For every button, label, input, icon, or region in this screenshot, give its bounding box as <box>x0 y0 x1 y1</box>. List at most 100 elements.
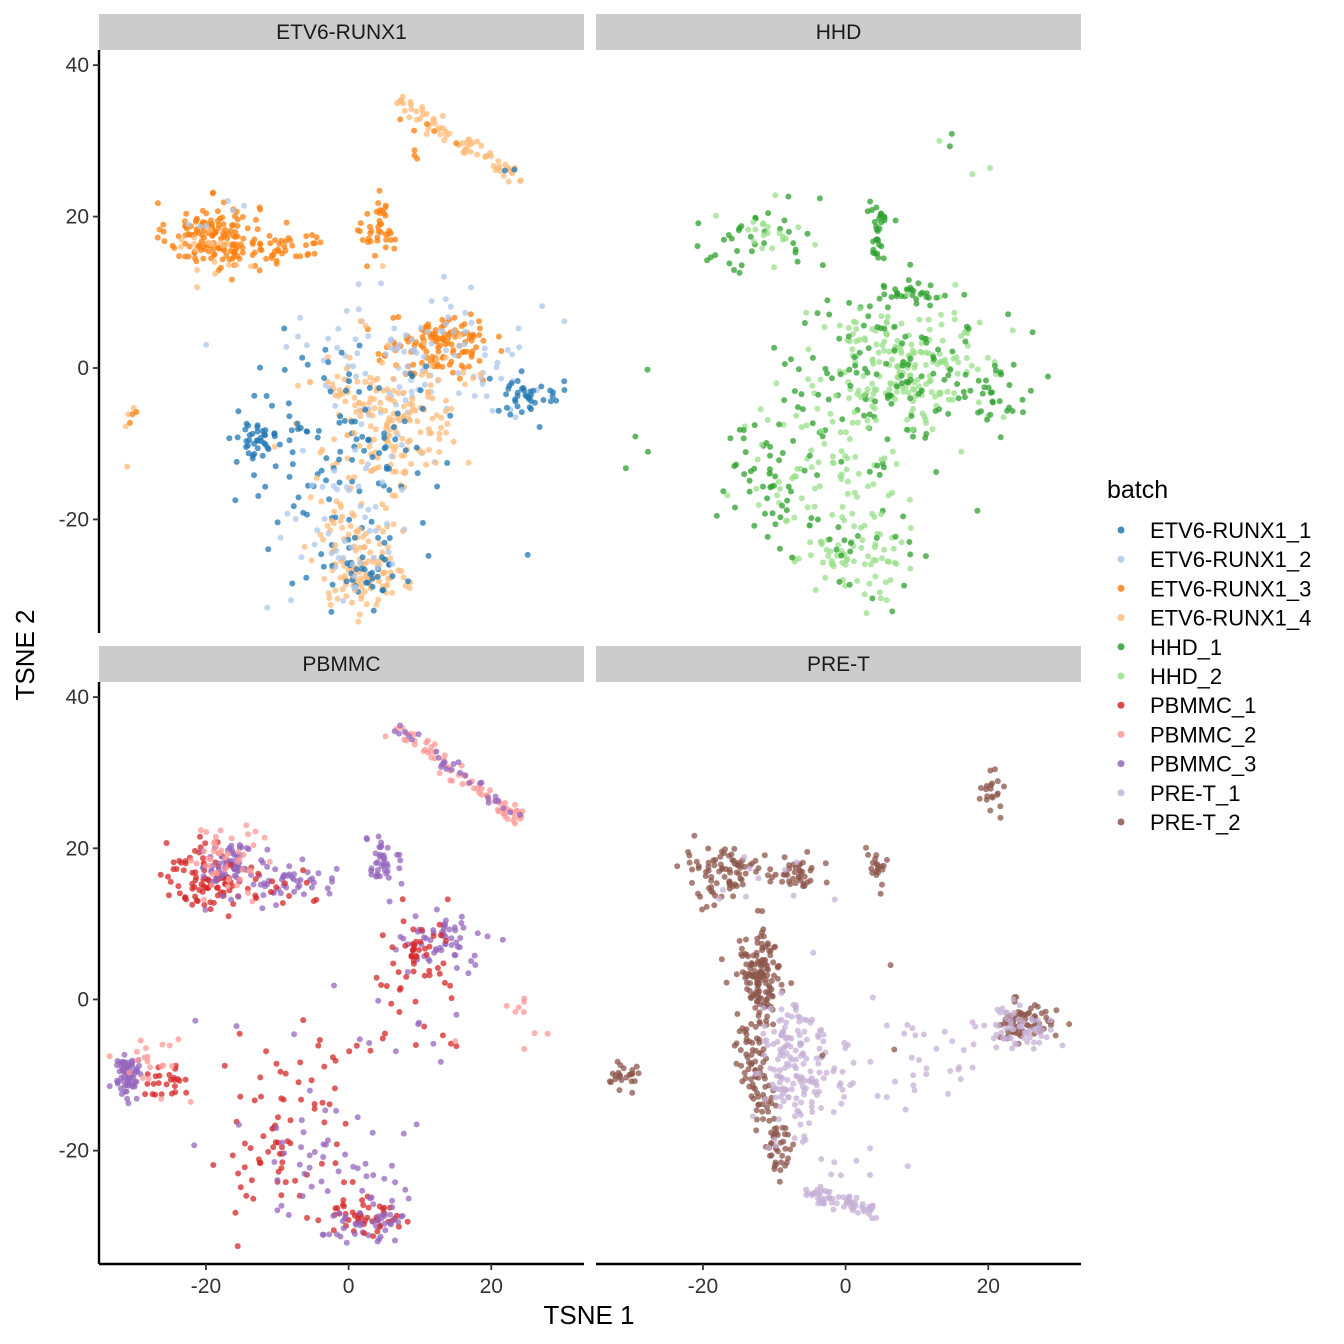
point-pbmmc-3 <box>389 1197 396 1204</box>
point-pbmmc-3 <box>400 1130 407 1137</box>
point-pbmmc-2 <box>495 808 502 815</box>
point-etv6-runx1-2 <box>461 341 468 348</box>
point-pbmmc-1 <box>152 1091 159 1098</box>
point-etv6-runx1-4 <box>349 510 356 517</box>
point-etv6-runx1-2 <box>401 348 408 355</box>
point-hhd-1 <box>915 280 922 287</box>
point-hhd-1 <box>865 313 872 320</box>
point-pre-t-1 <box>793 1073 800 1080</box>
point-pbmmc-1 <box>241 1140 248 1147</box>
point-hhd-2 <box>861 335 868 342</box>
point-pre-t-1 <box>981 1022 988 1029</box>
point-etv6-runx1-2 <box>447 303 454 310</box>
point-etv6-runx1-3 <box>382 244 389 251</box>
point-etv6-runx1-4 <box>332 542 339 549</box>
point-hhd-2 <box>937 359 944 366</box>
point-etv6-runx1-4 <box>384 386 391 393</box>
point-hhd-2 <box>838 471 845 478</box>
point-etv6-runx1-1 <box>337 413 344 420</box>
point-etv6-runx1-3 <box>266 232 273 239</box>
point-hhd-2 <box>909 385 916 392</box>
point-etv6-runx1-2 <box>358 421 365 428</box>
point-pre-t-1 <box>830 1109 837 1115</box>
point-pre-t-2 <box>777 1167 784 1174</box>
point-etv6-runx1-3 <box>423 348 430 355</box>
point-pbmmc-3 <box>374 859 381 866</box>
strip-hhd <box>596 14 1081 50</box>
point-etv6-runx1-4 <box>122 423 129 430</box>
point-pbmmc-3 <box>430 1040 437 1047</box>
point-etv6-runx1-1 <box>361 447 368 454</box>
point-pbmmc-3 <box>243 845 250 851</box>
point-etv6-runx1-1 <box>370 607 377 614</box>
point-hhd-2 <box>918 340 925 347</box>
point-etv6-runx1-4 <box>469 139 476 146</box>
point-pbmmc-1 <box>267 889 274 895</box>
point-hhd-2 <box>779 236 786 243</box>
point-pbmmc-1 <box>379 932 386 939</box>
point-pre-t-1 <box>1015 1016 1022 1023</box>
point-etv6-runx1-3 <box>186 243 193 250</box>
point-pbmmc-1 <box>395 969 402 976</box>
point-etv6-runx1-2 <box>303 342 310 349</box>
point-hhd-1 <box>888 400 895 407</box>
point-pre-t-2 <box>689 879 695 886</box>
point-pre-t-2 <box>766 948 773 955</box>
point-etv6-runx1-4 <box>376 541 383 547</box>
point-pre-t-2 <box>770 1021 777 1028</box>
point-pre-t-2 <box>717 861 724 868</box>
point-pbmmc-3 <box>271 1159 278 1165</box>
point-pre-t-1 <box>891 1078 898 1085</box>
point-etv6-runx1-4 <box>362 560 368 567</box>
point-hhd-1 <box>766 470 773 477</box>
point-etv6-runx1-4 <box>427 382 434 389</box>
point-etv6-runx1-1 <box>359 433 366 440</box>
point-pre-t-1 <box>783 1019 790 1026</box>
point-etv6-runx1-2 <box>292 516 299 522</box>
point-hhd-2 <box>987 165 993 171</box>
point-hhd-1 <box>707 254 714 261</box>
point-etv6-runx1-2 <box>401 526 408 533</box>
point-etv6-runx1-1 <box>234 434 241 441</box>
point-etv6-runx1-4 <box>461 149 468 156</box>
point-hhd-2 <box>864 417 871 424</box>
point-etv6-runx1-4 <box>408 461 415 467</box>
point-etv6-runx1-2 <box>297 314 304 321</box>
point-hhd-2 <box>894 337 901 344</box>
point-etv6-runx1-2 <box>443 320 449 327</box>
point-hhd-1 <box>987 411 994 418</box>
point-hhd-1 <box>873 204 880 211</box>
point-pbmmc-2 <box>478 791 485 798</box>
point-pbmmc-1 <box>332 1160 339 1167</box>
point-pre-t-1 <box>972 1023 979 1030</box>
point-pre-t-1 <box>793 1095 800 1102</box>
point-pbmmc-2 <box>544 1030 551 1037</box>
point-etv6-runx1-3 <box>387 237 394 243</box>
point-pbmmc-3 <box>219 893 226 900</box>
point-pre-t-1 <box>777 1074 784 1081</box>
point-pre-t-2 <box>733 1040 740 1047</box>
point-etv6-runx1-4 <box>421 340 428 346</box>
point-etv6-runx1-4 <box>426 430 433 437</box>
point-etv6-runx1-4 <box>425 372 432 379</box>
point-pbmmc-3 <box>485 794 492 801</box>
point-etv6-runx1-2 <box>462 309 469 316</box>
point-pre-t-1 <box>848 1198 855 1205</box>
point-etv6-runx1-1 <box>226 435 233 442</box>
point-pre-t-2 <box>616 1087 623 1094</box>
point-pre-t-2 <box>804 848 811 855</box>
point-etv6-runx1-2 <box>295 333 301 340</box>
point-etv6-runx1-1 <box>336 419 343 426</box>
point-etv6-runx1-4 <box>386 417 392 424</box>
point-hhd-2 <box>805 346 812 353</box>
point-hhd-2 <box>780 421 787 428</box>
point-hhd-2 <box>774 492 781 499</box>
y-tick-label-etv6-runx1: -20 <box>59 508 89 531</box>
point-pbmmc-1 <box>436 921 443 928</box>
point-etv6-runx1-3 <box>411 127 418 134</box>
point-hhd-2 <box>861 591 868 598</box>
strip-pbmmc <box>99 646 584 682</box>
point-hhd-1 <box>785 193 792 200</box>
point-pre-t-2 <box>766 982 773 989</box>
point-pre-t-2 <box>756 988 763 995</box>
